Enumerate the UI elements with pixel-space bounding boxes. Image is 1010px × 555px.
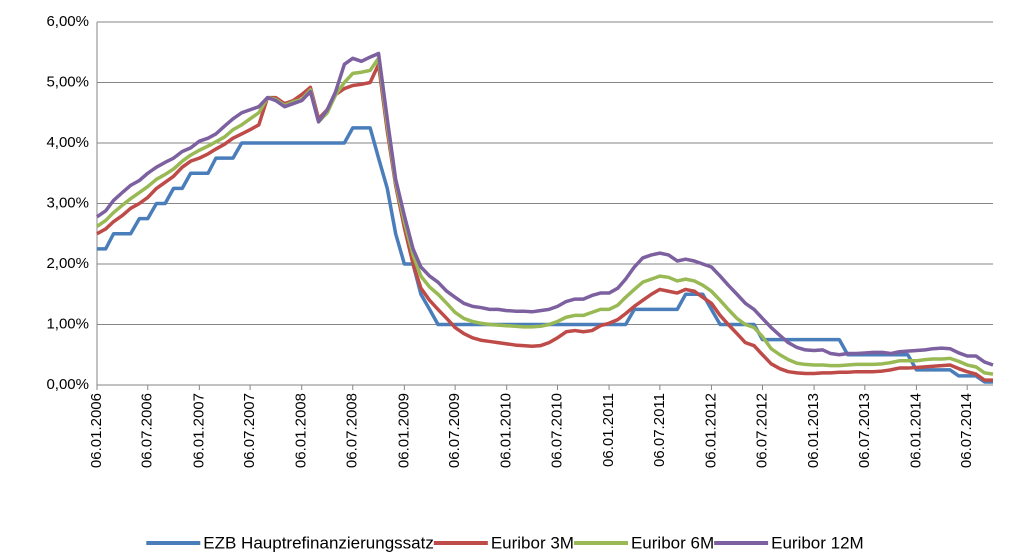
y-tick-label: 0,00% [46, 376, 89, 393]
legend-label: EZB Hauptrefinanzierungssatz [203, 533, 434, 552]
x-tick-label: 06.01.2012 [702, 393, 719, 468]
y-tick-label: 5,00% [46, 73, 89, 90]
x-tick-label: 06.07.2011 [651, 393, 668, 467]
y-tick-label: 6,00% [46, 13, 89, 30]
x-tick-label: 06.01.2013 [805, 393, 822, 468]
x-tick-label: 06.01.2007 [190, 393, 207, 468]
x-tick-label: 06.07.2009 [446, 393, 463, 468]
legend: EZB Hauptrefinanzierungssatz Euribor 3M Eu… [146, 533, 864, 552]
x-tick-label: 06.01.2014 [907, 393, 924, 468]
x-tick-label: 06.01.2008 [293, 393, 310, 468]
x-tick-label: 06.07.2010 [548, 393, 565, 468]
x-tick-label: 06.01.2009 [395, 393, 412, 468]
x-tick-label: 06.07.2014 [958, 393, 975, 468]
x-tick-label: 06.07.2007 [241, 393, 258, 468]
legend-label: Euribor 6M [631, 533, 714, 552]
x-tick-label: 06.01.2006 [88, 393, 105, 468]
series-line [96, 56, 994, 376]
x-tick-label: 06.07.2008 [344, 393, 361, 468]
x-tick-label: 06.07.2006 [139, 393, 156, 468]
series-line [96, 51, 994, 367]
x-tick-label: 06.07.2012 [753, 393, 770, 468]
y-tick-label: 2,00% [46, 255, 89, 272]
y-tick-label: 3,00% [46, 194, 89, 211]
y-tick-label: 4,00% [46, 134, 89, 151]
x-tick-label: 06.07.2013 [856, 393, 873, 468]
x-tick-label: 06.01.2011 [600, 393, 617, 467]
y-tick-label: 1,00% [46, 315, 89, 332]
series-line [96, 62, 993, 382]
legend-label: Euribor 3M [491, 533, 574, 552]
legend-label: Euribor 12M [771, 533, 864, 552]
x-tick-label: 06.01.2010 [498, 393, 515, 468]
